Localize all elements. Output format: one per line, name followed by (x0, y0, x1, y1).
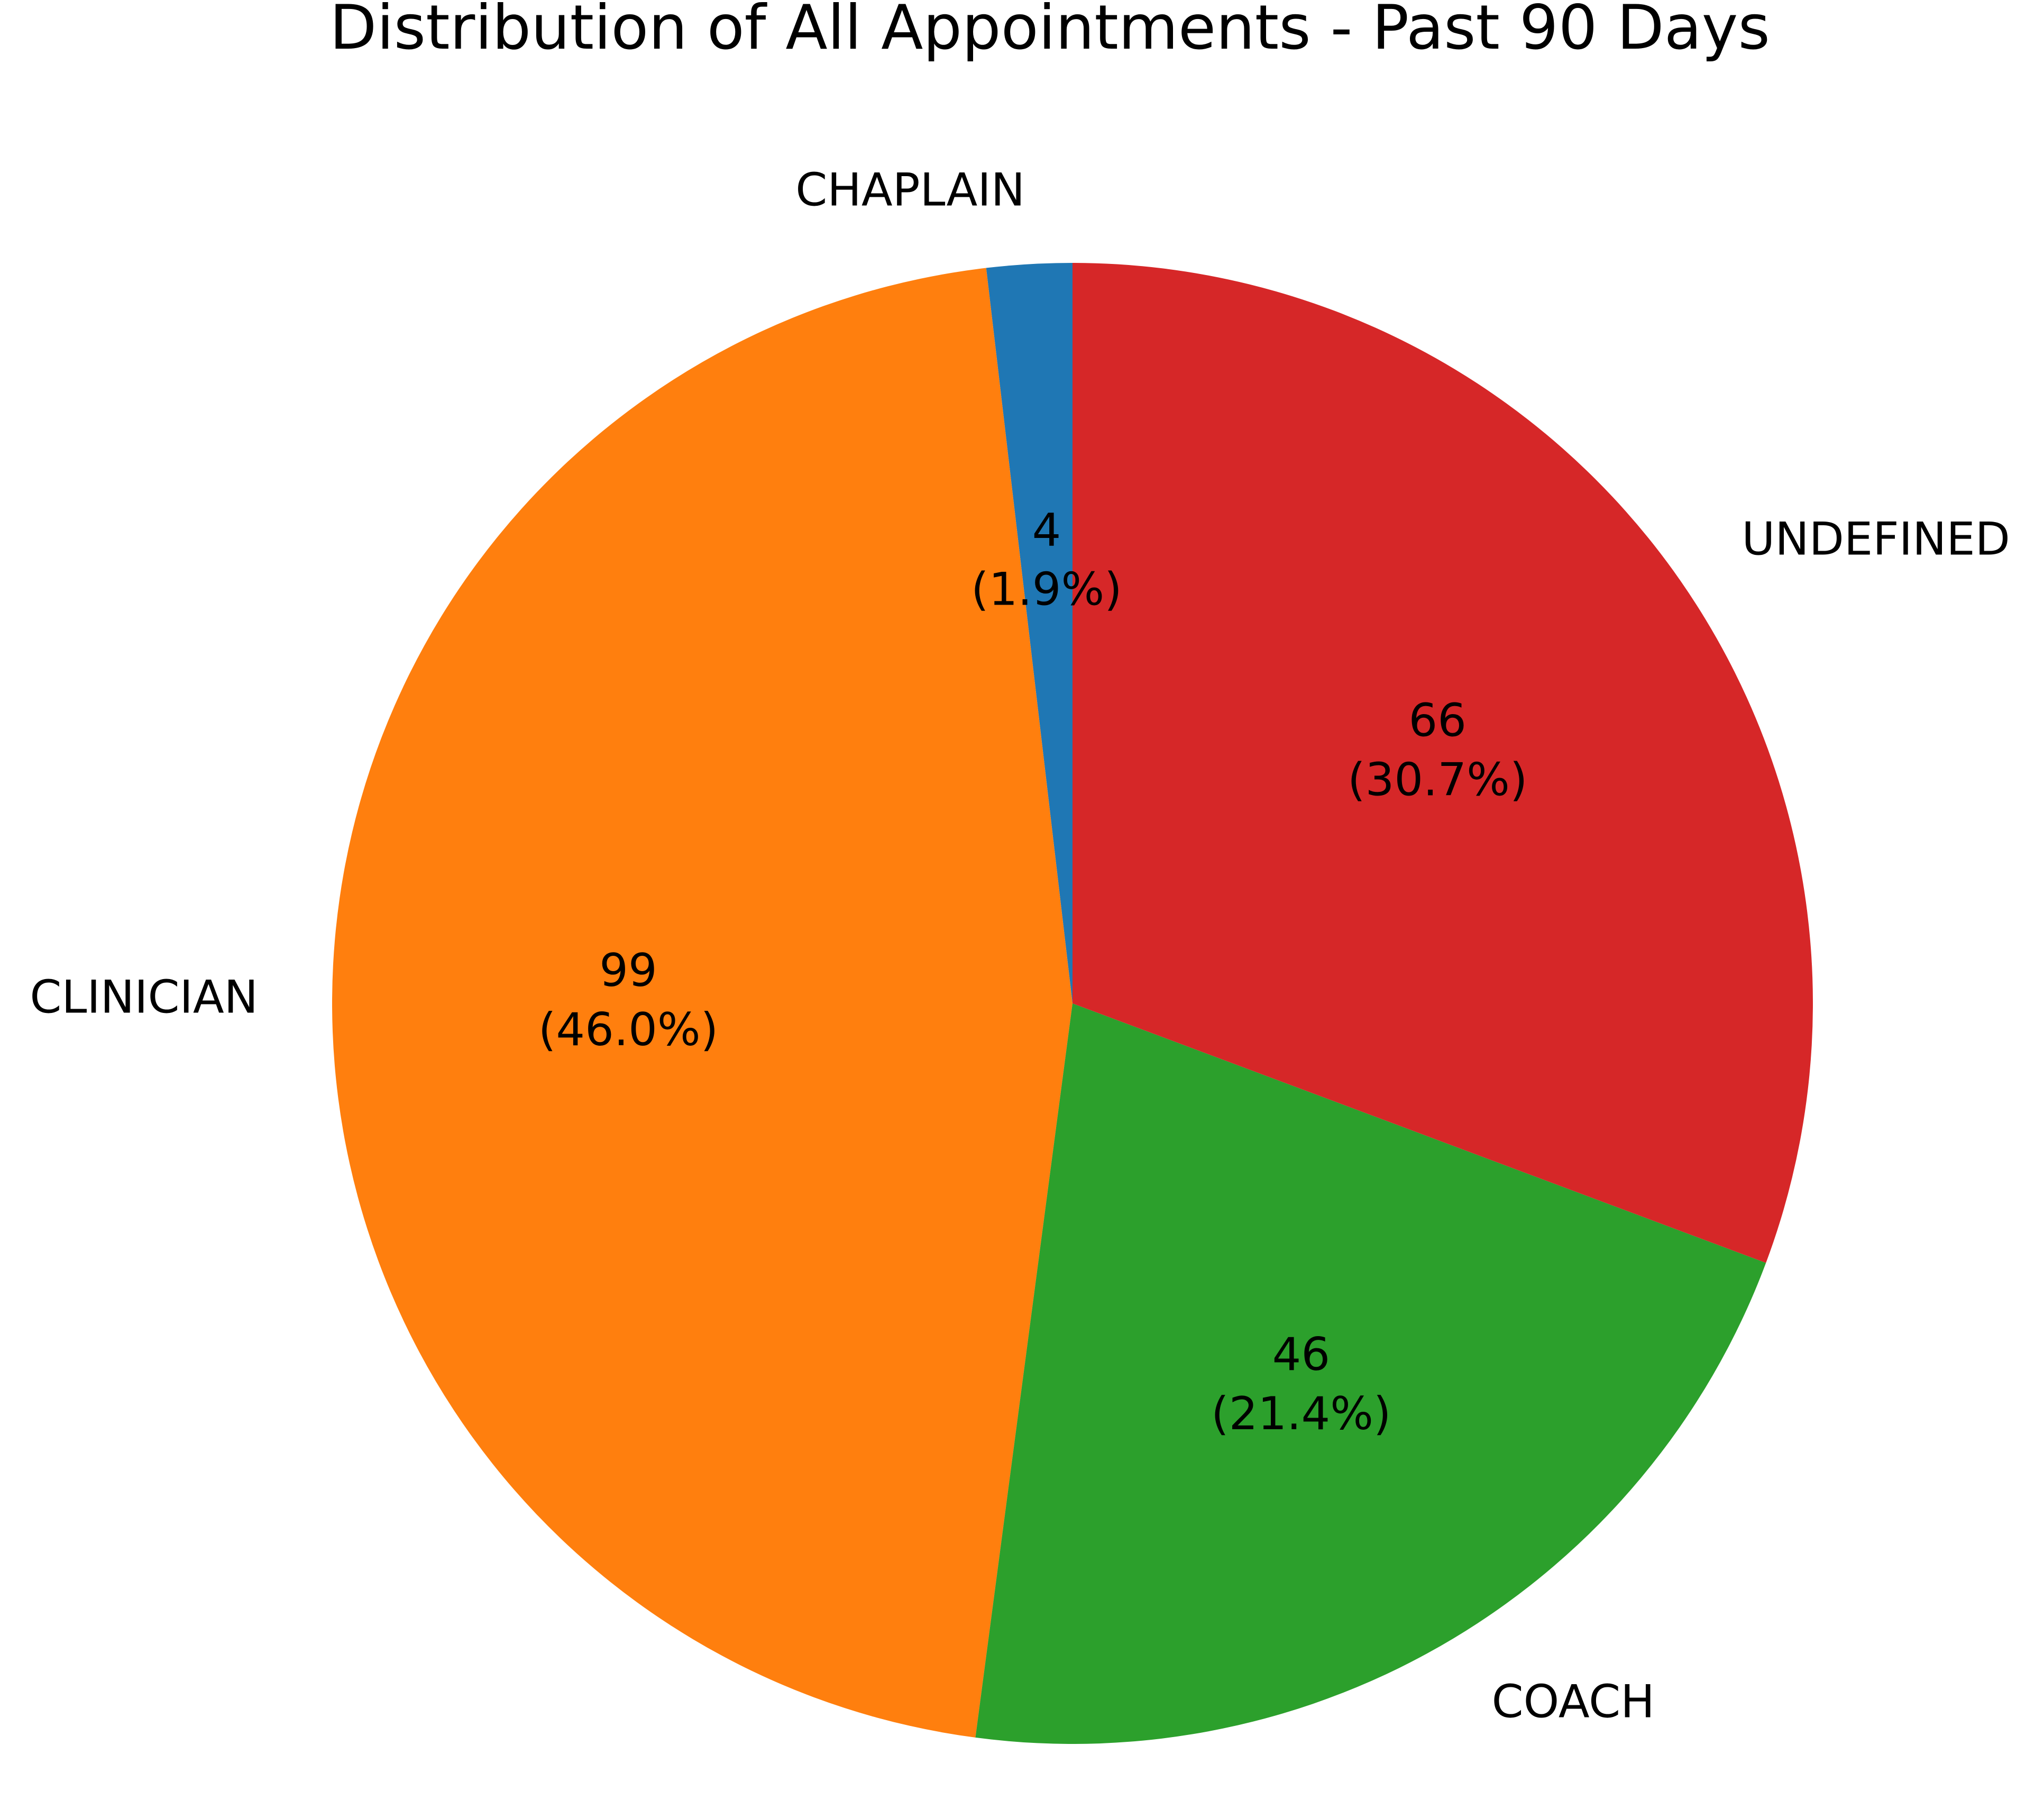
slice-percent-coach: (21.4%) (1211, 1387, 1391, 1440)
slice-value-undefined: 66 (1409, 694, 1466, 747)
slice-percent-clinician: (46.0%) (538, 1003, 718, 1056)
slice-value-clinician: 99 (599, 944, 657, 997)
pie-slice-undefined (1073, 263, 1813, 1263)
pie-slice-clinician (332, 268, 1073, 1738)
pie-slice-coach (975, 1003, 1766, 1744)
pie-labels: CHAPLAIN 4 (1.9%) CLINICIAN 99 (46.0%) COACH 46… (30, 164, 2010, 1729)
slice-label-chaplain: CHAPLAIN (795, 164, 1025, 217)
slice-value-chaplain: 4 (1032, 504, 1061, 556)
pie-slice-chaplain (986, 263, 1073, 1003)
slice-value-coach: 46 (1272, 1328, 1330, 1381)
slice-label-clinician: CLINICIAN (30, 971, 258, 1024)
pie-slices (332, 263, 1813, 1744)
slice-label-undefined: UNDEFINED (1741, 513, 2010, 565)
slice-percent-chaplain: (1.9%) (971, 563, 1122, 616)
slice-percent-undefined: (30.7%) (1348, 753, 1527, 806)
chart-title: Distribution of All Appointments - Past … (329, 0, 1770, 63)
slice-label-coach: COACH (1492, 1675, 1655, 1728)
